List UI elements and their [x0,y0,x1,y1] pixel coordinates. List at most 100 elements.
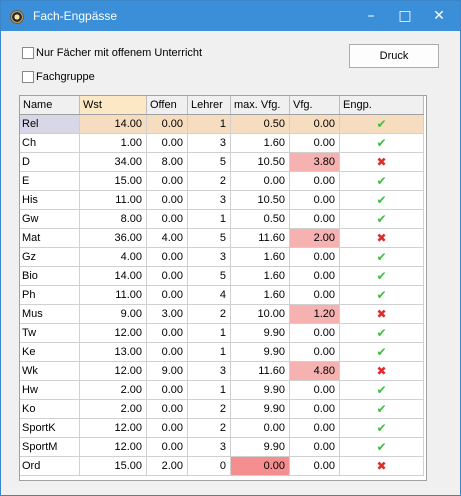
engp-cell[interactable]: ✔ [340,419,424,438]
lehrer-cell[interactable]: 2 [188,400,231,419]
engp-cell[interactable]: ✔ [340,172,424,191]
offen-cell[interactable]: 0.00 [147,343,188,362]
name-cell[interactable]: SportM [20,438,80,457]
table-row[interactable]: Mus 9.00 3.00 2 10.00 1.20 ✖ [20,305,424,324]
vfg-cell[interactable]: 0.00 [290,343,340,362]
vfg-cell[interactable]: 0.00 [290,267,340,286]
vfg-cell[interactable]: 0.00 [290,419,340,438]
name-cell[interactable]: Gz [20,248,80,267]
column-header-offen[interactable]: Offen [147,96,188,114]
vfg-cell[interactable]: 0.00 [290,286,340,305]
maxvfg-cell[interactable]: 0.00 [231,457,290,476]
column-header-wst[interactable]: Wst [80,96,147,114]
wst-cell[interactable]: 36.00 [80,229,147,248]
lehrer-cell[interactable]: 3 [188,362,231,381]
wst-cell[interactable]: 4.00 [80,248,147,267]
lehrer-cell[interactable]: 1 [188,381,231,400]
maximize-button[interactable]: □ [398,8,412,24]
subject-group-checkbox[interactable] [22,71,34,83]
maxvfg-cell[interactable]: 0.50 [231,210,290,229]
maxvfg-cell[interactable]: 10.50 [231,191,290,210]
column-header-lehrer[interactable]: Lehrer [188,96,231,114]
lehrer-cell[interactable]: 3 [188,191,231,210]
lehrer-cell[interactable]: 2 [188,172,231,191]
maxvfg-cell[interactable]: 11.60 [231,362,290,381]
print-button[interactable]: Druck [349,44,439,68]
offen-cell[interactable]: 0.00 [147,324,188,343]
table-row[interactable]: D 34.00 8.00 5 10.50 3.80 ✖ [20,153,424,172]
table-row[interactable]: Tw 12.00 0.00 1 9.90 0.00 ✔ [20,324,424,343]
name-cell[interactable]: E [20,172,80,191]
engp-cell[interactable]: ✔ [340,191,424,210]
engp-cell[interactable]: ✖ [340,305,424,324]
name-cell[interactable]: Tw [20,324,80,343]
lehrer-cell[interactable]: 4 [188,286,231,305]
lehrer-cell[interactable]: 5 [188,153,231,172]
vfg-cell[interactable]: 1.20 [290,305,340,324]
maxvfg-cell[interactable]: 1.60 [231,286,290,305]
engp-cell[interactable]: ✖ [340,457,424,476]
name-cell[interactable]: Mus [20,305,80,324]
wst-cell[interactable]: 13.00 [80,343,147,362]
table-row[interactable]: Gz 4.00 0.00 3 1.60 0.00 ✔ [20,248,424,267]
maxvfg-cell[interactable]: 10.00 [231,305,290,324]
only-open-checkbox[interactable] [22,47,34,59]
vfg-cell[interactable]: 0.00 [290,172,340,191]
lehrer-cell[interactable]: 3 [188,248,231,267]
table-row[interactable]: Ph 11.00 0.00 4 1.60 0.00 ✔ [20,286,424,305]
table-row[interactable]: Ch 1.00 0.00 3 1.60 0.00 ✔ [20,134,424,153]
vfg-cell[interactable]: 0.00 [290,115,340,134]
offen-cell[interactable]: 3.00 [147,305,188,324]
wst-cell[interactable]: 12.00 [80,362,147,381]
lehrer-cell[interactable]: 5 [188,229,231,248]
offen-cell[interactable]: 0.00 [147,210,188,229]
engp-cell[interactable]: ✔ [340,210,424,229]
maxvfg-cell[interactable]: 1.60 [231,267,290,286]
vfg-cell[interactable]: 0.00 [290,400,340,419]
table-row[interactable]: Gw 8.00 0.00 1 0.50 0.00 ✔ [20,210,424,229]
offen-cell[interactable]: 0.00 [147,400,188,419]
table-row[interactable]: SportM 12.00 0.00 3 9.90 0.00 ✔ [20,438,424,457]
vfg-cell[interactable]: 0.00 [290,381,340,400]
wst-cell[interactable]: 11.00 [80,191,147,210]
table-row[interactable]: Ko 2.00 0.00 2 9.90 0.00 ✔ [20,400,424,419]
offen-cell[interactable]: 0.00 [147,267,188,286]
lehrer-cell[interactable]: 1 [188,115,231,134]
name-cell[interactable]: Hw [20,381,80,400]
engp-cell[interactable]: ✔ [340,134,424,153]
name-cell[interactable]: Wk [20,362,80,381]
vfg-cell[interactable]: 3.80 [290,153,340,172]
minimize-button[interactable]: – [367,8,375,24]
engp-cell[interactable]: ✔ [340,115,424,134]
name-cell[interactable]: Bio [20,267,80,286]
offen-cell[interactable]: 0.00 [147,134,188,153]
wst-cell[interactable]: 12.00 [80,324,147,343]
vfg-cell[interactable]: 0.00 [290,191,340,210]
table-row[interactable]: E 15.00 0.00 2 0.00 0.00 ✔ [20,172,424,191]
lehrer-cell[interactable]: 3 [188,438,231,457]
table-row[interactable]: Hw 2.00 0.00 1 9.90 0.00 ✔ [20,381,424,400]
wst-cell[interactable]: 2.00 [80,400,147,419]
name-cell[interactable]: Ord [20,457,80,476]
engp-cell[interactable]: ✔ [340,324,424,343]
name-cell[interactable]: D [20,153,80,172]
engp-cell[interactable]: ✔ [340,343,424,362]
wst-cell[interactable]: 1.00 [80,134,147,153]
wst-cell[interactable]: 15.00 [80,172,147,191]
maxvfg-cell[interactable]: 0.00 [231,419,290,438]
offen-cell[interactable]: 0.00 [147,419,188,438]
name-cell[interactable]: SportK [20,419,80,438]
maxvfg-cell[interactable]: 9.90 [231,381,290,400]
wst-cell[interactable]: 15.00 [80,457,147,476]
title-bar[interactable]: Fach-Engpässe – □ ✕ [1,1,460,31]
lehrer-cell[interactable]: 1 [188,343,231,362]
column-header-name[interactable]: Name [20,96,80,114]
column-header-engp[interactable]: Engp. [340,96,424,114]
vfg-cell[interactable]: 0.00 [290,324,340,343]
maxvfg-cell[interactable]: 9.90 [231,324,290,343]
vfg-cell[interactable]: 0.00 [290,134,340,153]
table-row[interactable]: Bio 14.00 0.00 5 1.60 0.00 ✔ [20,267,424,286]
wst-cell[interactable]: 8.00 [80,210,147,229]
offen-cell[interactable]: 0.00 [147,248,188,267]
name-cell[interactable]: Ch [20,134,80,153]
